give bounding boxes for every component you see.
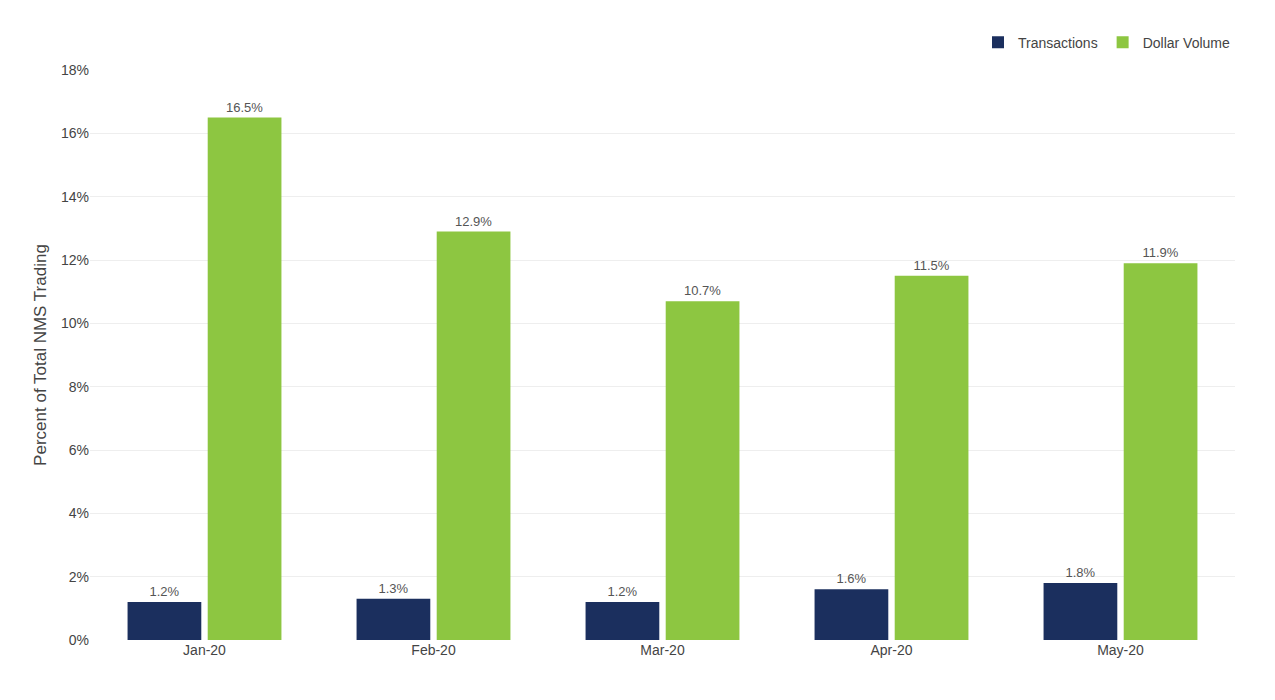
svg-text:1.6%: 1.6% <box>836 571 866 586</box>
svg-text:1.8%: 1.8% <box>1065 565 1095 580</box>
svg-text:Transactions: Transactions <box>1018 35 1098 51</box>
svg-text:0%: 0% <box>69 632 89 648</box>
svg-text:12%: 12% <box>61 252 89 268</box>
svg-text:Feb-20: Feb-20 <box>411 642 456 658</box>
svg-text:May-20: May-20 <box>1097 642 1144 658</box>
svg-text:Apr-20: Apr-20 <box>870 642 912 658</box>
svg-text:10%: 10% <box>61 315 89 331</box>
svg-text:Jan-20: Jan-20 <box>183 642 226 658</box>
svg-text:11.9%: 11.9% <box>1142 245 1178 260</box>
svg-text:Mar-20: Mar-20 <box>640 642 685 658</box>
svg-text:11.5%: 11.5% <box>913 258 949 273</box>
svg-text:16.5%: 16.5% <box>226 100 263 115</box>
svg-text:Dollar Volume: Dollar Volume <box>1143 35 1230 51</box>
svg-text:14%: 14% <box>61 189 89 205</box>
svg-text:8%: 8% <box>69 379 89 395</box>
svg-text:18%: 18% <box>61 62 89 78</box>
svg-text:1.3%: 1.3% <box>378 581 408 596</box>
svg-text:12.9%: 12.9% <box>455 214 492 229</box>
svg-text:1.2%: 1.2% <box>607 584 637 599</box>
svg-text:10.7%: 10.7% <box>684 283 721 298</box>
svg-text:1.2%: 1.2% <box>149 584 179 599</box>
svg-text:Percent of Total NMS Trading: Percent of Total NMS Trading <box>31 244 50 466</box>
svg-text:6%: 6% <box>69 442 89 458</box>
svg-text:4%: 4% <box>69 505 89 521</box>
svg-text:16%: 16% <box>61 125 89 141</box>
svg-text:2%: 2% <box>69 569 89 585</box>
